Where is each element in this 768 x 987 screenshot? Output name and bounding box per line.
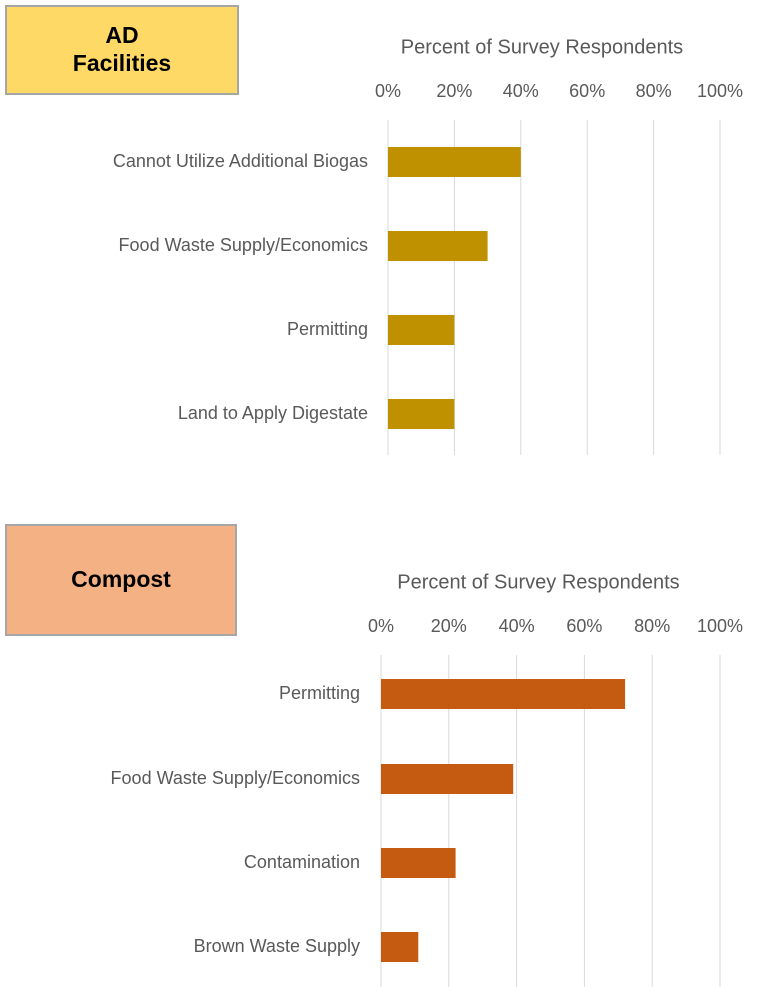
y-tick-label: Food Waste Supply/Economics bbox=[111, 768, 360, 788]
x-tick-label: 20% bbox=[436, 81, 472, 101]
bar bbox=[381, 932, 419, 962]
bar bbox=[381, 679, 626, 709]
y-tick-label: Permitting bbox=[279, 683, 360, 703]
x-tick-label: 100% bbox=[697, 616, 743, 636]
chart-label-box: Compost bbox=[5, 524, 237, 636]
x-tick-label: 60% bbox=[569, 81, 605, 101]
bar bbox=[381, 764, 514, 794]
bar bbox=[388, 147, 521, 177]
x-tick-label: 40% bbox=[499, 616, 535, 636]
x-tick-label: 0% bbox=[375, 81, 401, 101]
y-tick-label: Contamination bbox=[244, 852, 360, 872]
x-tick-label: 40% bbox=[503, 81, 539, 101]
bar bbox=[388, 231, 488, 261]
chart-label-box: AD Facilities bbox=[5, 5, 239, 95]
y-tick-label: Permitting bbox=[287, 319, 368, 339]
x-tick-label: 20% bbox=[431, 616, 467, 636]
y-tick-label: Land to Apply Digestate bbox=[178, 403, 368, 423]
axis-title: Percent of Survey Respondents bbox=[397, 571, 679, 593]
x-tick-label: 100% bbox=[697, 81, 743, 101]
y-tick-label: Food Waste Supply/Economics bbox=[119, 235, 368, 255]
bar bbox=[381, 848, 456, 878]
x-tick-label: 80% bbox=[636, 81, 672, 101]
bar bbox=[388, 315, 455, 345]
axis-title: Percent of Survey Respondents bbox=[401, 36, 683, 58]
x-tick-label: 60% bbox=[566, 616, 602, 636]
x-tick-label: 80% bbox=[634, 616, 670, 636]
x-tick-label: 0% bbox=[368, 616, 394, 636]
bar bbox=[388, 399, 455, 429]
y-tick-label: Brown Waste Supply bbox=[194, 936, 360, 956]
y-tick-label: Cannot Utilize Additional Biogas bbox=[113, 151, 368, 171]
